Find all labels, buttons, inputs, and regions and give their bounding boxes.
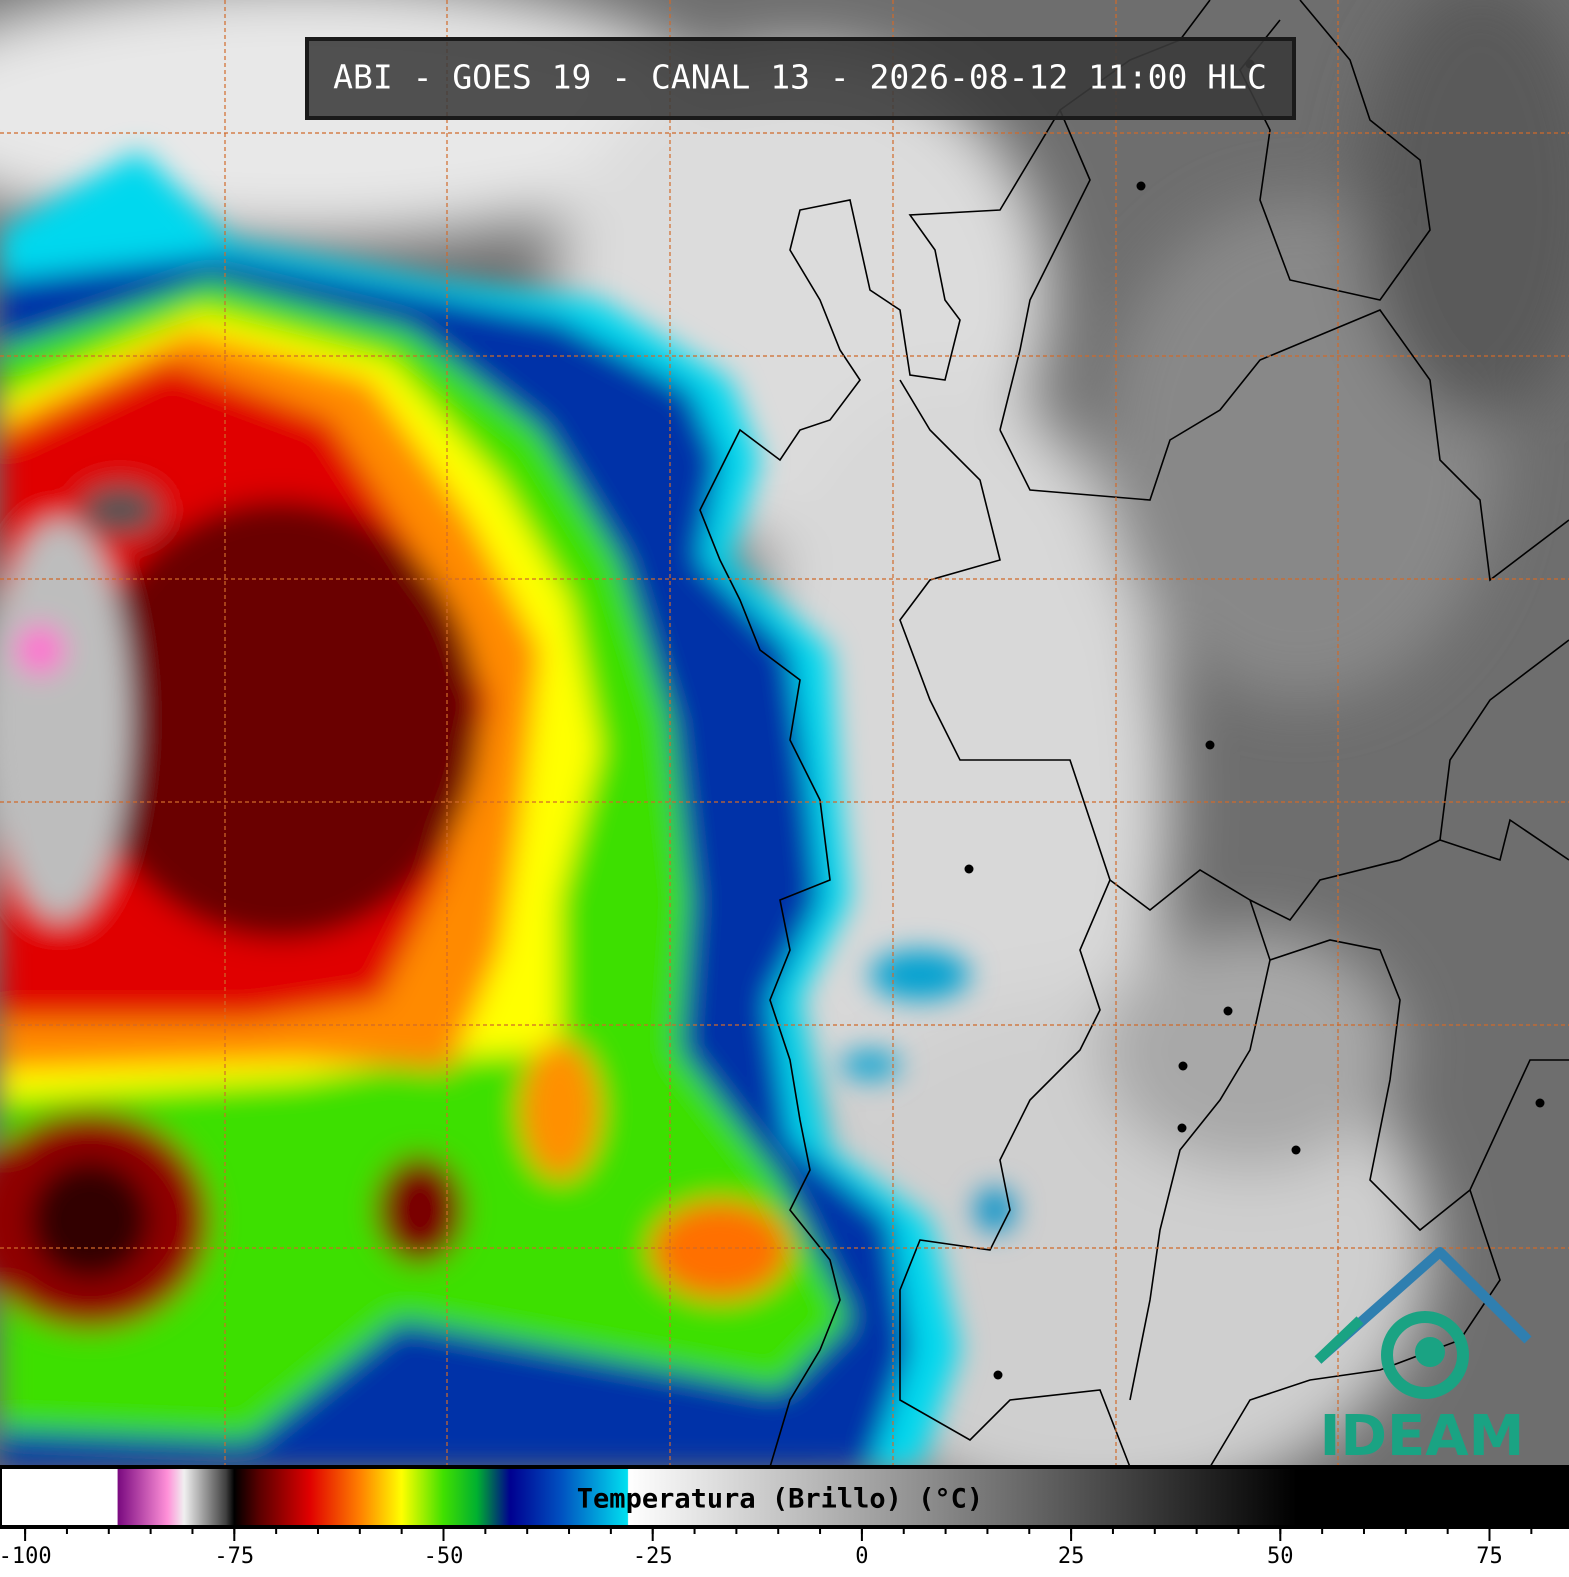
logo-roof-left (1314, 1316, 1364, 1364)
tick-label: 0 (855, 1544, 868, 1569)
tick-label: -25 (633, 1544, 673, 1569)
logo-spiral (1381, 1311, 1469, 1399)
borders (699, 0, 1569, 1467)
clear-sky-clouds (0, 0, 1569, 1467)
convective-system (0, 150, 1015, 1467)
title-box (305, 37, 1296, 120)
tick-label: 25 (1058, 1544, 1085, 1569)
colorbar (0, 1465, 1569, 1529)
title: ABI - GOES 19 - CANAL 13 - 2026-08-12 11… (333, 58, 1267, 97)
tick-label: -75 (214, 1544, 254, 1569)
graticule (0, 0, 1569, 1467)
logo-eye (1415, 1337, 1445, 1367)
logo-text: IDEAM (1320, 1404, 1525, 1469)
imagery: IDEAM (0, 0, 1569, 1469)
colorbar-label: Temperatura (Brillo) (°C) (577, 1484, 983, 1515)
tick-label: 75 (1476, 1544, 1503, 1569)
logo: IDEAM (1314, 1247, 1532, 1469)
tick-label: 50 (1267, 1544, 1294, 1569)
tick-label: -50 (424, 1544, 464, 1569)
tick-label: -100 (0, 1544, 52, 1569)
